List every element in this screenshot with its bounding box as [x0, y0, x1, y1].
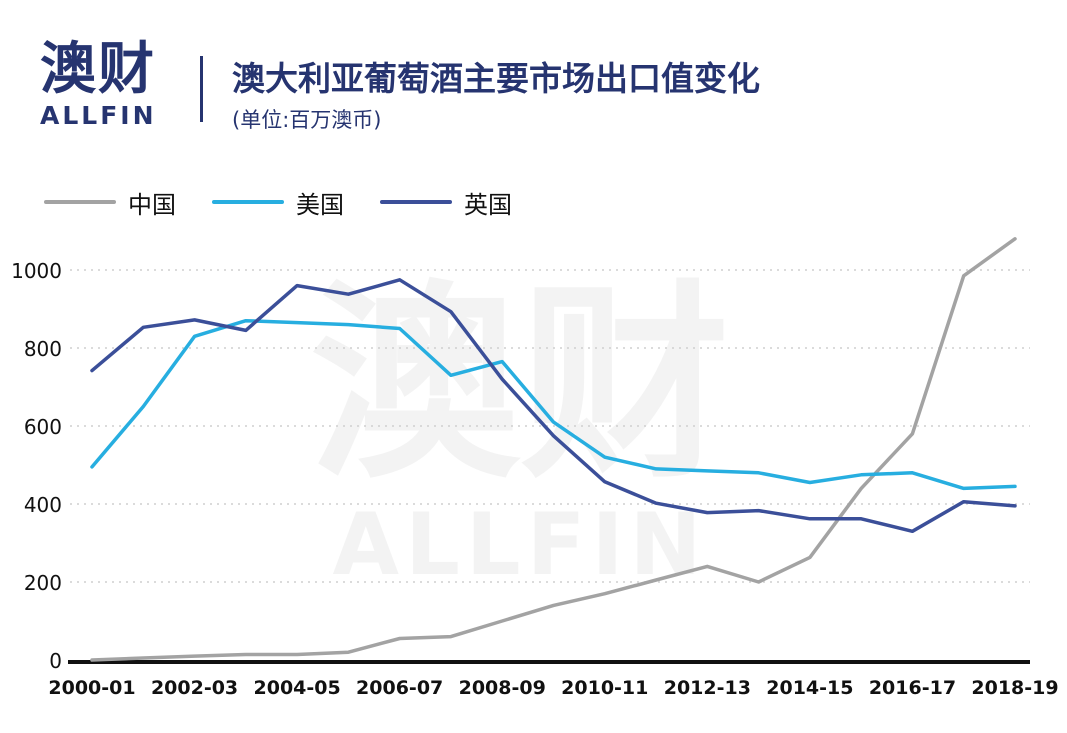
legend-swatch-0 [44, 200, 116, 204]
legend-label-2: 英国 [464, 190, 512, 219]
series-line-2 [90, 278, 1017, 534]
legend-item-2: 英国 [380, 185, 512, 220]
x-tick-label-2014-15: 2014-15 [766, 677, 853, 699]
chart-subtitle: (单位:百万澳币) [232, 108, 382, 132]
x-tick-label-2004-05: 2004-05 [254, 677, 341, 699]
x-tick-label-2012-13: 2012-13 [664, 677, 751, 699]
series-line-0 [90, 237, 1017, 662]
logo-english-text: ALLFIN [40, 101, 157, 130]
chart-legend: 中国 美国 英国 [44, 182, 548, 222]
header-divider [200, 56, 203, 122]
y-tick-label-1000: 1000 [11, 259, 62, 283]
x-tick-label-2002-03: 2002-03 [151, 677, 238, 699]
legend-swatch-2 [380, 200, 452, 204]
y-tick-label-200: 200 [24, 571, 62, 595]
y-tick-label-400: 400 [24, 493, 62, 517]
x-tick-label-2010-11: 2010-11 [561, 677, 648, 699]
x-tick-label-2018-19: 2018-19 [971, 677, 1058, 699]
legend-item-1: 美国 [212, 185, 344, 220]
legend-item-0: 中国 [44, 185, 176, 220]
legend-swatch-1 [212, 200, 284, 204]
x-tick-label-2008-09: 2008-09 [459, 677, 546, 699]
y-tick-label-800: 800 [24, 337, 62, 361]
legend-label-0: 中国 [128, 190, 176, 219]
x-tick-label-2016-17: 2016-17 [869, 677, 956, 699]
x-tick-label-2006-07: 2006-07 [356, 677, 443, 699]
legend-label-1: 美国 [296, 190, 344, 219]
y-tick-label-0: 0 [49, 649, 62, 673]
chart-title: 澳大利亚葡萄酒主要市场出口值变化 [232, 59, 760, 98]
logo-chinese-text: 澳财 [40, 37, 156, 102]
y-tick-label-600: 600 [24, 415, 62, 439]
x-tick-label-2000-01: 2000-01 [48, 677, 135, 699]
series-line-1 [90, 318, 1017, 491]
brand-logo: 澳财 ALLFIN [40, 40, 170, 130]
